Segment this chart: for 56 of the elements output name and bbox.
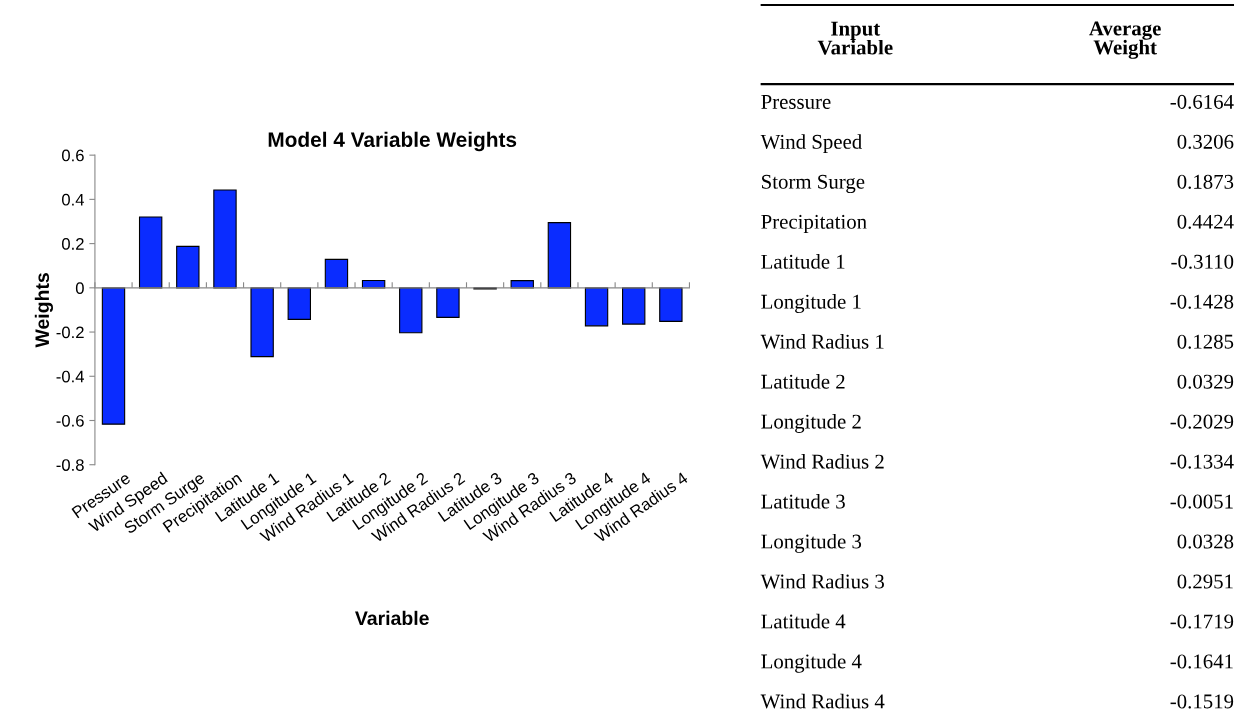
- text: Wind Radius 3: [760, 573, 884, 589]
- text: Wind Radius 4: [760, 693, 885, 709]
- text: Storm Surge: [762, 174, 865, 194]
- text: -0.1428: [1170, 294, 1234, 309]
- text: -0.1719: [1170, 614, 1234, 629]
- text: -0.1519: [1170, 694, 1234, 709]
- bar: [213, 189, 237, 289]
- text: Longitude 2: [761, 413, 861, 433]
- text: 0.3206: [1177, 134, 1234, 149]
- y-tick-label: 0.6: [61, 149, 84, 162]
- text: 0.1873: [1177, 174, 1234, 189]
- text: Wind Speed: [760, 134, 862, 154]
- bar: [399, 287, 423, 334]
- text: -0.2029: [1170, 414, 1234, 429]
- y-axis-title: Weights: [34, 273, 54, 348]
- text: -0.3110: [1171, 254, 1234, 269]
- bar: [250, 287, 274, 358]
- text: Pressure: [761, 95, 831, 109]
- bar: [659, 287, 683, 322]
- bar: [324, 258, 349, 289]
- bar: [176, 245, 200, 289]
- text: Latitude 4: [761, 613, 846, 629]
- y-tick-label: 0.2: [61, 238, 84, 250]
- bar: [436, 287, 460, 318]
- text: 0.2951: [1177, 574, 1233, 589]
- bar: [287, 287, 311, 320]
- bar: [138, 216, 163, 289]
- y-tick-label: -0.2: [56, 326, 84, 339]
- text: 0.0329: [1177, 374, 1234, 389]
- bar: [101, 287, 126, 425]
- text: -0.0051: [1170, 494, 1233, 509]
- text: Precipitation: [761, 214, 867, 234]
- text: -0.6164: [1170, 94, 1234, 109]
- text: -0.1641: [1170, 654, 1233, 669]
- text: -0.1334: [1170, 454, 1234, 469]
- text: Latitude 1: [761, 254, 845, 269]
- text: 0.4424: [1177, 214, 1234, 229]
- chart-title: Model 4 Variable Weights: [268, 131, 517, 152]
- text: Longitude 4: [761, 653, 862, 673]
- text: Wind Radius 1: [760, 334, 884, 349]
- bar: [584, 287, 609, 327]
- y-tick-label: 0.4: [61, 193, 85, 206]
- bar: [622, 287, 646, 325]
- text: Input Variable: [817, 21, 893, 55]
- x-axis-title: Variable: [355, 610, 429, 626]
- text: 0.0328: [1177, 534, 1234, 549]
- y-tick-label: -0.6: [56, 414, 84, 427]
- y-tick-label: -0.4: [56, 370, 85, 383]
- text: Average Weight: [1089, 21, 1161, 59]
- y-tick-label: 0: [75, 282, 84, 295]
- text: 0.1285: [1177, 334, 1234, 349]
- y-tick-label: -0.8: [56, 459, 84, 471]
- text: Longitude 1: [761, 294, 861, 314]
- text: Latitude 2: [761, 374, 845, 389]
- text: Wind Radius 2: [760, 453, 884, 469]
- bar: [547, 222, 572, 289]
